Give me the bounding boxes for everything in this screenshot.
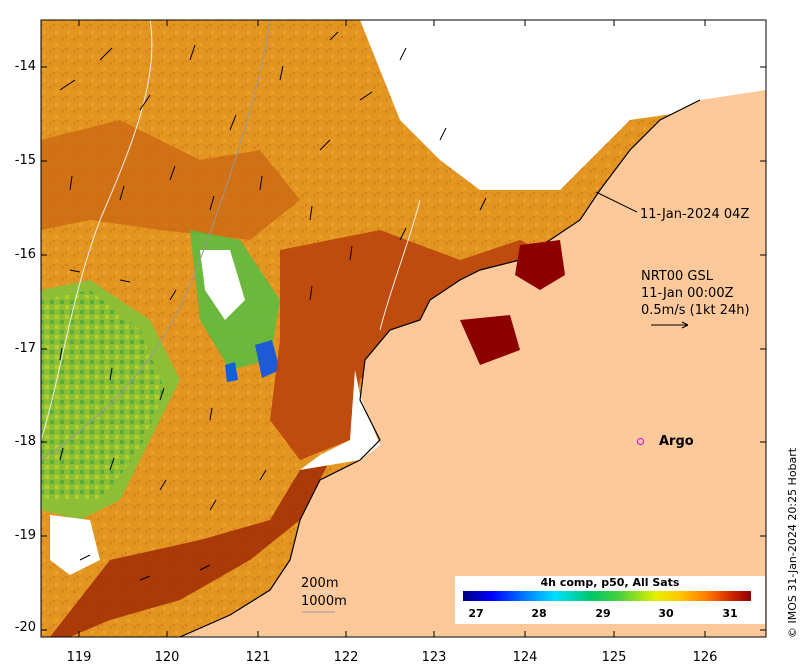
cloud-gap-north <box>360 20 766 190</box>
depth-label-1000m: 1000m <box>301 594 347 609</box>
current-arrows <box>59 31 487 581</box>
x-tick-label: 125 <box>601 650 627 665</box>
scale-arrow-head <box>681 321 689 329</box>
plot-border <box>40 19 767 638</box>
y-tick-label: -16 <box>14 247 36 262</box>
cloud-gap-mid <box>200 250 245 320</box>
x-tick-label: 120 <box>154 650 180 665</box>
y-tick-label: -20 <box>14 620 36 635</box>
colorbar-tick: 29 <box>595 607 611 620</box>
current-scale-label: 0.5m/s (1kt 24h) <box>641 303 750 318</box>
contour-200m <box>41 20 153 441</box>
colorbar-legend: 4h comp, p50, All Sats 27 28 29 30 31 <box>455 576 765 624</box>
depth-label-200m: 200m <box>301 576 339 591</box>
sst-estuary-hot <box>515 240 565 290</box>
colorbar-tick: 28 <box>531 607 547 620</box>
x-tick-label: 126 <box>692 650 718 665</box>
sst-cold-spot <box>255 340 280 378</box>
x-tick-label: 122 <box>333 650 359 665</box>
colorbar-title: 4h comp, p50, All Sats <box>540 576 680 589</box>
colorbar-tick: 27 <box>468 607 484 620</box>
y-tick-label: -17 <box>14 341 36 356</box>
y-tick-label: -19 <box>14 528 36 543</box>
sst-cool-west-texture <box>41 290 165 500</box>
colorbar-tick: 31 <box>722 607 738 620</box>
coastline <box>179 99 701 637</box>
timestamp-label: 11-Jan-2024 04Z <box>640 207 750 222</box>
contour-1000m <box>41 20 271 461</box>
land-mass <box>180 90 766 637</box>
colorbar-tick: 30 <box>658 607 674 620</box>
colorbar-strip <box>463 591 751 601</box>
current-time-label: 11-Jan 00:00Z <box>641 286 734 301</box>
sst-hot-south <box>50 460 330 637</box>
y-tick-label: -15 <box>14 153 36 168</box>
contour-200m-b <box>379 199 421 331</box>
axis-ticks <box>41 20 766 637</box>
argo-float-marker[interactable] <box>637 438 644 445</box>
credit-text: © IMOS 31-Jan-2024 20:25 Hobart <box>786 447 799 638</box>
x-tick-label: 124 <box>512 650 538 665</box>
land-edge-white <box>300 370 380 470</box>
x-tick-label: 119 <box>66 650 92 665</box>
x-tick-label: 123 <box>421 650 447 665</box>
y-tick-label: -14 <box>14 59 36 74</box>
argo-label: Argo <box>659 434 694 449</box>
cloud-gap-sw <box>50 515 100 575</box>
timestamp-pointer <box>595 191 638 213</box>
y-tick-label: -18 <box>14 434 36 449</box>
current-source-label: NRT00 GSL <box>641 269 713 284</box>
sst-estuary-hot-2 <box>460 315 520 365</box>
sst-cold-spot-2 <box>225 362 238 382</box>
x-tick-label: 121 <box>245 650 271 665</box>
